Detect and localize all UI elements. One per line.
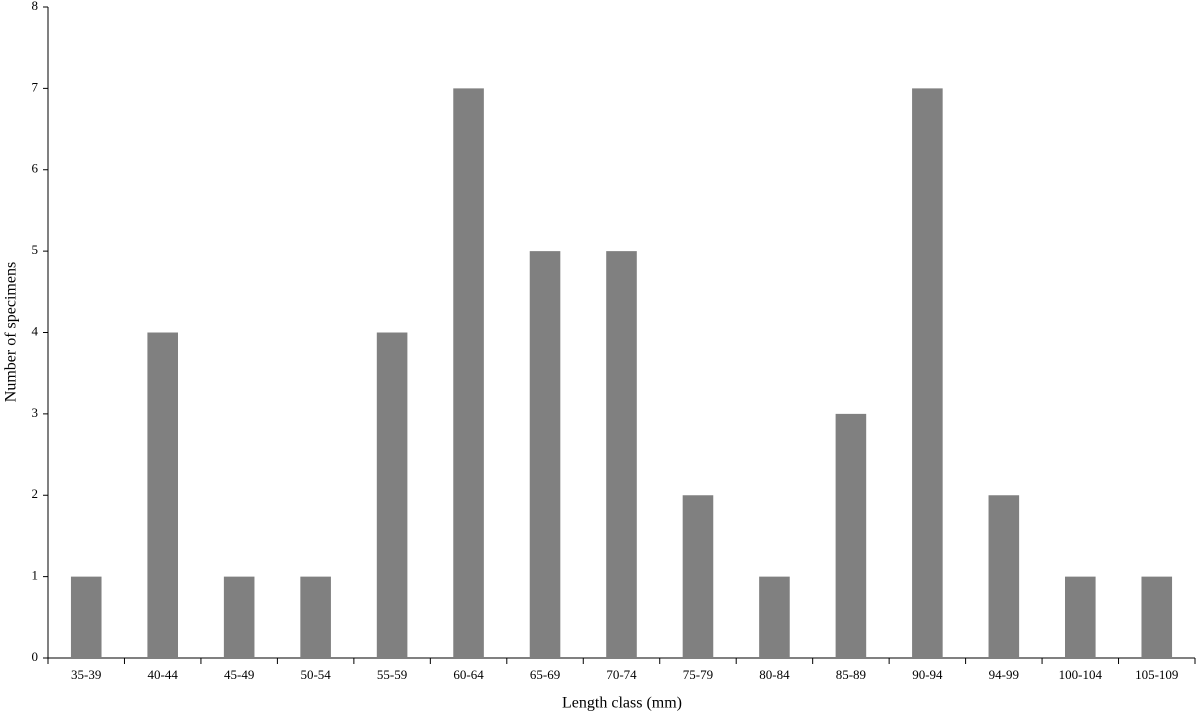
y-tick-label: 2 bbox=[32, 486, 39, 501]
bar bbox=[223, 576, 255, 658]
y-axis-title: Number of specimens bbox=[3, 262, 20, 402]
y-tick-label: 5 bbox=[32, 242, 39, 257]
bar bbox=[759, 576, 790, 658]
y-tick-label: 8 bbox=[32, 0, 39, 13]
x-tick-label: 80-84 bbox=[759, 667, 790, 682]
x-axis-title: Length class (mm) bbox=[562, 695, 682, 712]
bar bbox=[682, 495, 714, 658]
x-tick-label: 94-99 bbox=[989, 667, 1019, 682]
x-tick-label: 90-94 bbox=[912, 667, 943, 682]
x-tick-label: 85-89 bbox=[836, 667, 866, 682]
bar bbox=[300, 576, 331, 658]
x-tick-label: 50-54 bbox=[300, 667, 331, 682]
bar bbox=[606, 251, 637, 658]
y-tick-label: 3 bbox=[32, 405, 39, 420]
bar bbox=[1065, 576, 1096, 658]
x-tick-label: 35-39 bbox=[71, 667, 101, 682]
y-tick-label: 1 bbox=[32, 568, 39, 583]
y-tick-label: 6 bbox=[32, 161, 39, 176]
y-tick-label: 4 bbox=[32, 323, 39, 338]
bar bbox=[453, 88, 484, 658]
bar bbox=[147, 332, 178, 658]
bar bbox=[529, 251, 561, 658]
y-tick-label: 7 bbox=[32, 79, 39, 94]
bar bbox=[835, 413, 867, 658]
x-tick-label: 75-79 bbox=[683, 667, 713, 682]
x-tick-label: 40-44 bbox=[148, 667, 179, 682]
bar bbox=[988, 495, 1020, 658]
x-tick-label: 55-59 bbox=[377, 667, 407, 682]
x-tick-label: 105-109 bbox=[1135, 667, 1178, 682]
bar bbox=[912, 88, 943, 658]
bar bbox=[70, 576, 102, 658]
y-tick-label: 0 bbox=[32, 649, 39, 664]
x-tick-label: 60-64 bbox=[453, 667, 484, 682]
bar bbox=[1141, 576, 1173, 658]
x-tick-label: 45-49 bbox=[224, 667, 254, 682]
x-tick-label: 65-69 bbox=[530, 667, 560, 682]
bar bbox=[376, 332, 408, 658]
x-tick-label: 100-104 bbox=[1059, 667, 1103, 682]
x-tick-label: 70-74 bbox=[606, 667, 637, 682]
